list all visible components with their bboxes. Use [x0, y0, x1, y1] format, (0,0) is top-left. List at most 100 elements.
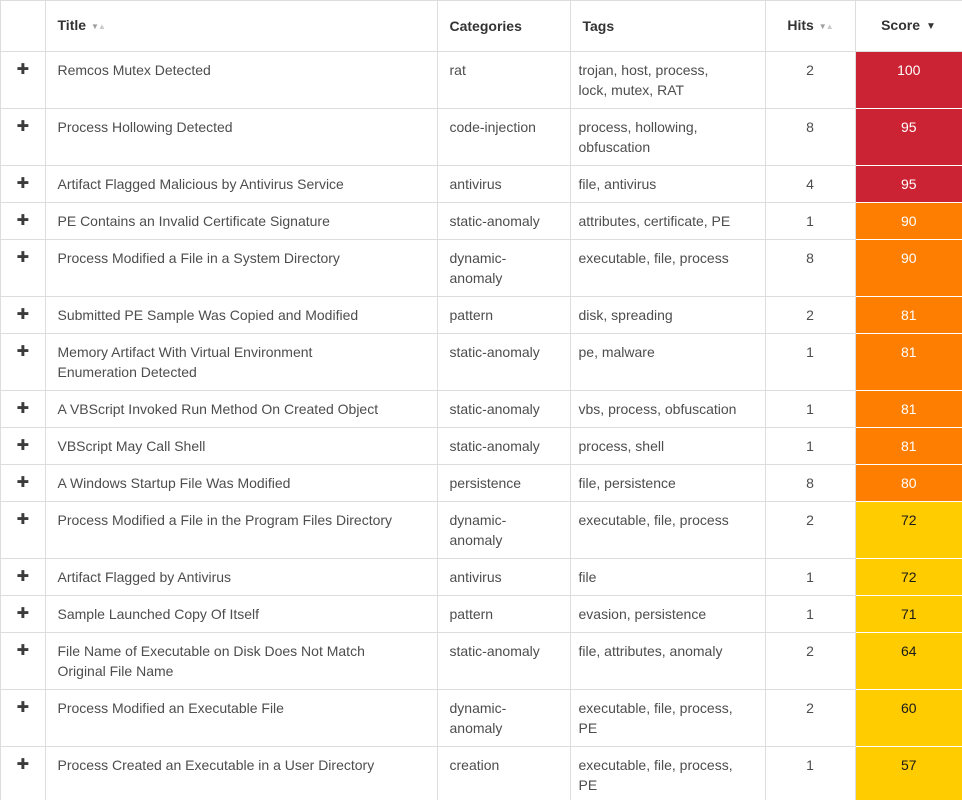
- table-row: ✚ PE Contains an Invalid Certificate Sig…: [1, 202, 962, 240]
- expand-row-button plus-icon[interactable]: ✚: [16, 174, 30, 192]
- title-sort-icon[interactable]: ▼▲: [91, 22, 106, 31]
- expand-cell: ✚: [1, 746, 46, 800]
- row-hits: 2: [806, 642, 814, 659]
- sort-desc-icon: ▼: [818, 21, 827, 31]
- expand-row-button plus-icon[interactable]: ✚: [16, 436, 30, 454]
- hits-cell: 2: [765, 296, 856, 334]
- hits-column-label: Hits: [787, 16, 814, 33]
- category-cell: creation: [437, 746, 571, 800]
- score-cell: 80: [855, 464, 962, 502]
- score-column-header[interactable]: Score ▼: [855, 1, 962, 52]
- row-category: dynamic-anomaly: [449, 511, 507, 548]
- tags-cell: vbs, process, obfuscation: [570, 390, 766, 428]
- title-cell: Process Hollowing Detected: [45, 108, 438, 166]
- expand-row-button plus-icon[interactable]: ✚: [16, 698, 30, 716]
- score-sort-desc-icon: ▼: [926, 20, 936, 32]
- hits-cell: 1: [765, 390, 856, 428]
- row-tags: trojan, host, process, lock, mutex, RAT: [578, 61, 709, 98]
- hits-sort-icon[interactable]: ▼▲: [818, 21, 834, 31]
- expand-row-button plus-icon[interactable]: ✚: [16, 342, 30, 360]
- hits-column-header[interactable]: Hits ▼▲: [765, 1, 856, 52]
- row-tags: pe, malware: [578, 343, 655, 360]
- row-score: 81: [900, 343, 917, 360]
- expand-row-button plus-icon[interactable]: ✚: [16, 60, 30, 78]
- tags-cell: process, hollowing, obfuscation: [570, 108, 766, 166]
- row-hits: 2: [806, 306, 814, 323]
- row-title: Process Modified a File in the Program F…: [57, 511, 393, 528]
- score-cell: 90: [855, 202, 962, 240]
- category-cell: rat: [437, 51, 571, 109]
- title-cell: VBScript May Call Shell: [45, 427, 438, 465]
- row-tags: vbs, process, obfuscation: [578, 400, 737, 417]
- expand-row-button plus-icon[interactable]: ✚: [16, 117, 30, 135]
- expand-row-button plus-icon[interactable]: ✚: [16, 399, 30, 417]
- expand-row-button plus-icon[interactable]: ✚: [16, 211, 30, 229]
- title-column-label: Title: [57, 16, 87, 33]
- table-row: ✚ Remcos Mutex Detected rat trojan, host…: [1, 51, 962, 109]
- category-cell: static-anomaly: [437, 427, 571, 465]
- row-title: Process Modified a File in a System Dire…: [57, 249, 340, 266]
- table-row: ✚ A Windows Startup File Was Modified pe…: [1, 464, 962, 502]
- title-cell: A Windows Startup File Was Modified: [45, 464, 438, 502]
- score-cell: 81: [855, 390, 962, 428]
- categories-column-label: Categories: [449, 17, 522, 34]
- category-cell: antivirus: [437, 558, 571, 596]
- row-score: 100: [897, 61, 921, 78]
- table-body: ✚ Remcos Mutex Detected rat trojan, host…: [1, 51, 962, 800]
- hits-cell: 2: [765, 689, 856, 747]
- expand-row-button plus-icon[interactable]: ✚: [16, 604, 30, 622]
- expand-cell: ✚: [1, 390, 46, 428]
- table-row: ✚ File Name of Executable on Disk Does N…: [1, 632, 962, 690]
- row-hits: 1: [806, 212, 814, 229]
- score-cell: 72: [855, 558, 962, 596]
- row-category: persistence: [449, 474, 522, 491]
- tags-cell: evasion, persistence: [570, 595, 766, 633]
- row-title: VBScript May Call Shell: [57, 437, 206, 454]
- tags-cell: trojan, host, process, lock, mutex, RAT: [570, 51, 766, 109]
- category-cell: static-anomaly: [437, 333, 571, 391]
- expand-row-button plus-icon[interactable]: ✚: [16, 641, 30, 659]
- tags-cell: disk, spreading: [570, 296, 766, 334]
- title-cell: File Name of Executable on Disk Does Not…: [45, 632, 438, 690]
- tags-cell: file, antivirus: [570, 165, 766, 203]
- title-cell: Remcos Mutex Detected: [45, 51, 438, 109]
- row-category: rat: [449, 61, 466, 78]
- row-score: 95: [900, 175, 917, 192]
- category-cell: persistence: [437, 464, 571, 502]
- row-title: Memory Artifact With Virtual Environment…: [57, 343, 313, 380]
- row-tags: process, shell: [578, 437, 665, 454]
- table-header: Title ▼▲ Categories Tags Hits ▼▲ Score ▼: [1, 1, 962, 52]
- expand-row-button plus-icon[interactable]: ✚: [16, 248, 30, 266]
- expand-row-button plus-icon[interactable]: ✚: [16, 755, 30, 773]
- row-title: Artifact Flagged Malicious by Antivirus …: [57, 175, 344, 192]
- hits-cell: 1: [765, 595, 856, 633]
- hits-cell: 2: [765, 632, 856, 690]
- hits-cell: 4: [765, 165, 856, 203]
- expand-cell: ✚: [1, 108, 46, 166]
- expand-row-button plus-icon[interactable]: ✚: [16, 305, 30, 323]
- row-tags: evasion, persistence: [578, 605, 707, 622]
- tags-cell: executable, file, process: [570, 239, 766, 297]
- score-cell: 81: [855, 427, 962, 465]
- score-cell: 95: [855, 108, 962, 166]
- row-category: static-anomaly: [449, 400, 540, 417]
- row-category: static-anomaly: [449, 437, 540, 454]
- expand-row-button plus-icon[interactable]: ✚: [16, 510, 30, 528]
- category-cell: static-anomaly: [437, 632, 571, 690]
- expand-row-button plus-icon[interactable]: ✚: [16, 567, 30, 585]
- expand-cell: ✚: [1, 296, 46, 334]
- expand-cell: ✚: [1, 501, 46, 559]
- row-hits: 2: [806, 61, 814, 78]
- title-column-header[interactable]: Title ▼▲: [45, 1, 438, 52]
- expand-cell: ✚: [1, 51, 46, 109]
- row-score: 64: [900, 642, 917, 659]
- hits-cell: 2: [765, 501, 856, 559]
- row-score: 60: [900, 699, 917, 716]
- expand-row-button plus-icon[interactable]: ✚: [16, 473, 30, 491]
- expand-cell: ✚: [1, 239, 46, 297]
- row-category: pattern: [449, 306, 494, 323]
- tags-cell: executable, file, process, PE: [570, 746, 766, 800]
- score-cell: 71: [855, 595, 962, 633]
- hits-cell: 1: [765, 746, 856, 800]
- expand-cell: ✚: [1, 595, 46, 633]
